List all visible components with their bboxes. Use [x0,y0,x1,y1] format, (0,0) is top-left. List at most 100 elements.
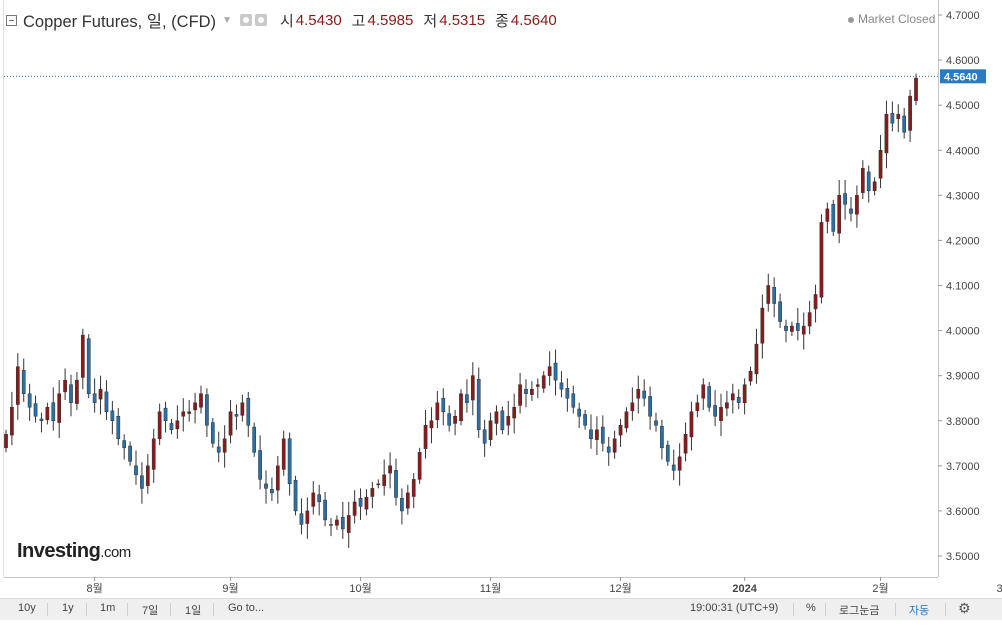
candle [559,371,564,398]
y-tick-label: 3.7000 [946,461,980,473]
candle-body [742,384,747,403]
x-tick-label: 2024 [732,583,757,595]
candle-body [541,375,546,389]
y-tick-label: 3.5000 [946,551,980,563]
candle [730,383,735,414]
candle [855,185,859,228]
candle [683,422,688,462]
x-tick-label: 3월 [997,582,1002,595]
candle-body [234,414,239,417]
log-scale-button[interactable]: 로그눈금 [839,605,880,617]
x-tick-label: 9월 [222,582,238,595]
chart-toolbar: 10y 1y 1m 7일 1일 Go to... 19:00:31 (UTC+9… [0,598,1002,620]
candle [270,477,274,501]
candle [612,430,617,459]
range-10y-button[interactable]: 10y [18,602,36,614]
candle [772,277,777,318]
candle-body [175,420,180,430]
candle-body [151,438,156,470]
range-1d-button[interactable]: 1일 [185,605,202,617]
candle-body [701,384,706,399]
candle [252,422,257,457]
candle [801,312,806,350]
candle-body [275,465,280,491]
candle [494,405,499,436]
candle [677,443,682,486]
candle-body [559,382,564,390]
gear-icon[interactable]: ⚙ [958,600,971,616]
candle-body [600,426,605,444]
collapse-icon[interactable] [6,14,17,26]
range-1m-button[interactable]: 1m [100,602,116,614]
close-value: 4.5640 [510,11,557,29]
candle-body [145,465,150,486]
candle [258,435,262,490]
market-status-text: Market Closed [858,12,936,26]
instrument-title[interactable]: Copper Futures, 일, (CFD) [23,13,217,31]
candle [151,428,156,483]
candle-body [287,438,292,485]
goto-button[interactable]: Go to... [228,602,265,614]
settings-icon[interactable] [254,14,267,26]
range-7d-button[interactable]: 7일 [142,605,159,617]
candle-body [695,402,700,412]
candle [736,389,741,410]
candle-body [116,415,121,440]
candle [86,334,91,399]
candle [795,308,800,341]
candle-body [577,408,582,417]
candle [98,375,103,415]
candle [642,379,647,407]
percent-scale-button[interactable]: % [806,602,816,614]
candle [352,490,357,524]
candle [275,455,280,504]
auto-scale-button[interactable]: 자동 [909,605,930,617]
candle-body [589,429,593,440]
candle-body [128,445,132,462]
candle-body [878,150,883,179]
candle-body [364,497,369,510]
candle-body [795,323,800,331]
candles-group [4,73,918,548]
toolbar-divider [825,603,826,616]
candle-body [317,494,322,503]
x-tick-label: 8월 [87,582,103,595]
candle [807,300,812,335]
candle [33,395,38,423]
candle [317,484,322,516]
x-tick-label: 11월 [480,582,502,595]
candle [571,385,576,414]
candle-body [547,366,552,376]
y-tick-label: 4.0000 [946,326,980,338]
range-1y-button[interactable]: 1y [62,602,74,614]
candle [210,418,215,448]
candle-body [305,510,310,524]
visibility-icon[interactable] [239,14,252,26]
candle-body [837,195,842,234]
candle [435,390,440,428]
candle [122,434,127,460]
candle [75,372,79,410]
candle-body [778,301,782,322]
candle-body [482,429,487,444]
candlestick-chart[interactable]: 3.5000 3.6000 3.7000 3.8000 3.9000 4.0000 4.10… [0,0,1002,598]
candle-body [75,379,79,404]
toolbar-divider [213,603,214,616]
candle [299,498,304,535]
logo-main: Investing [17,540,101,562]
candle-body [819,222,824,298]
chevron-down-icon[interactable]: ▼ [222,14,232,26]
candle [742,378,747,415]
candle [80,328,85,390]
candle [346,501,351,548]
candle [665,440,670,466]
candle-body [335,519,339,526]
candle-body [69,384,73,403]
candle-body [790,325,794,332]
last-price-tag-label: 4.5640 [944,71,978,83]
candle-body [665,444,670,462]
candle-body [299,513,304,525]
candle [222,425,227,468]
candle-body [411,479,416,497]
candle [583,409,587,430]
